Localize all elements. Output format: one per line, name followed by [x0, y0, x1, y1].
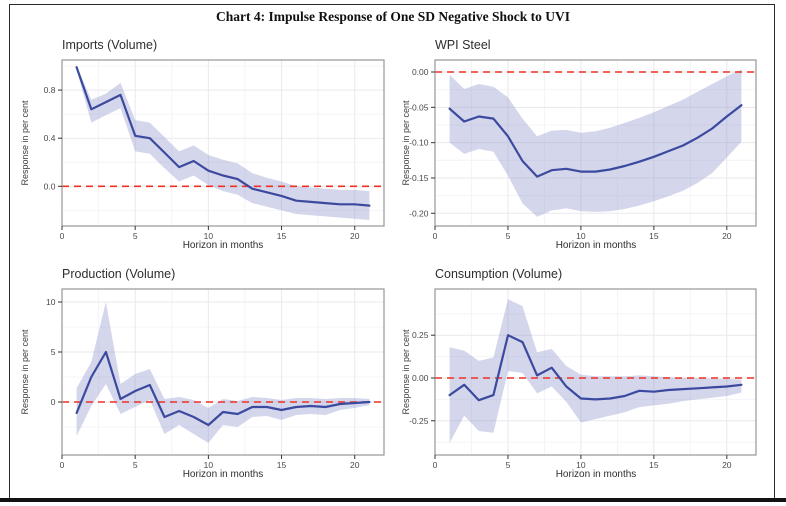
x-tick-label: 5 — [133, 231, 138, 241]
y-tick-label: 0.00 — [412, 67, 429, 77]
x-tick-label: 0 — [60, 460, 65, 470]
panel-wpi-steel: 0 5 10 15 20 0.00 -0.05 -0.10 -0.15 -0.20 WPI Ste… — [400, 33, 775, 266]
chart-title: Chart 4: Impulse Response of One SD Nega… — [215, 9, 570, 24]
x-tick-label: 0 — [60, 231, 65, 241]
y-tick-label: 0.25 — [412, 330, 429, 340]
response-line — [75, 66, 371, 207]
x-tick-label: 15 — [277, 460, 287, 470]
y-tick-label: 5 — [51, 347, 56, 357]
figure-border — [9, 4, 775, 498]
panel-production-volume: 0 5 10 15 20 0 5 10 Production (Volume) Respons… — [18, 262, 393, 495]
confidence-band — [76, 66, 370, 220]
y-axis-label: Response in per cent — [401, 100, 411, 186]
x-tick-label: 20 — [350, 460, 360, 470]
confidence-band — [76, 302, 370, 443]
x-tick-label: 10 — [576, 231, 586, 241]
panel-title: Production (Volume) — [62, 267, 175, 281]
plot-area: 0 5 10 15 20 0 5 10 — [46, 288, 385, 470]
panel-consumption-volume: 0 5 10 15 20 0.25 0.00 -0.25 Consumption (Volum… — [400, 262, 775, 495]
plot-area: 0 5 10 15 20 0.25 0.00 -0.25 — [409, 288, 757, 470]
production-volume-chart: 0 5 10 15 20 0 5 10 Production (Volume) Respons… — [20, 267, 385, 480]
x-tick-label: 10 — [204, 231, 214, 241]
y-tick-label: -0.05 — [409, 102, 429, 112]
y-axis-label: Response in per cent — [401, 329, 411, 415]
y-axis-label: Response in per cent — [20, 329, 30, 415]
panel-frame — [61, 59, 385, 227]
x-tick-label: 0 — [433, 231, 438, 241]
y-tick-label: 0.00 — [412, 373, 429, 383]
y-tick-label: 0.4 — [44, 133, 56, 143]
x-axis-label: Horizon in months — [183, 469, 264, 480]
x-tick-label: 10 — [576, 460, 586, 470]
y-axis-label: Response in per cent — [20, 100, 30, 186]
x-tick-label: 15 — [277, 231, 287, 241]
bottom-rule — [0, 498, 786, 502]
x-tick-label: 15 — [649, 460, 659, 470]
plot-area: 0 5 10 15 20 0.0 0.4 0.8 — [44, 59, 385, 241]
x-axis-label: Horizon in months — [556, 469, 637, 480]
plot-area: 0 5 10 15 20 0.00 -0.05 -0.10 -0.15 -0.20 — [409, 59, 757, 241]
x-axis-label: Horizon in months — [183, 240, 264, 251]
y-tick-label: 0.0 — [44, 181, 56, 191]
y-tick-label: -0.10 — [409, 138, 429, 148]
x-tick-label: 15 — [649, 231, 659, 241]
y-tick-label: 0 — [51, 397, 56, 407]
panel-imports-volume: 0 5 10 15 20 0.0 0.4 0.8 Imports (Volume) Respo… — [18, 33, 393, 266]
x-tick-label: 5 — [506, 460, 511, 470]
y-tick-label: -0.25 — [409, 416, 429, 426]
x-tick-label: 20 — [722, 460, 732, 470]
imports-volume-chart: 0 5 10 15 20 0.0 0.4 0.8 Imports (Volume) Respo… — [20, 38, 385, 251]
panel-frame — [61, 288, 385, 456]
y-tick-label: 10 — [46, 297, 56, 307]
x-tick-label: 20 — [722, 231, 732, 241]
confidence-band — [449, 299, 742, 443]
y-tick-label: -0.20 — [409, 208, 429, 218]
x-tick-label: 10 — [204, 460, 214, 470]
panel-title: Consumption (Volume) — [435, 267, 562, 281]
panel-title: WPI Steel — [435, 38, 491, 52]
wpi-steel-chart: 0 5 10 15 20 0.00 -0.05 -0.10 -0.15 -0.20 WPI Ste… — [401, 38, 757, 251]
panel-frame — [434, 288, 757, 456]
x-tick-label: 20 — [350, 231, 360, 241]
y-tick-label: 0.8 — [44, 85, 56, 95]
confidence-band — [449, 69, 742, 217]
y-tick-label: -0.15 — [409, 173, 429, 183]
consumption-volume-chart: 0 5 10 15 20 0.25 0.00 -0.25 Consumption (Volum… — [401, 267, 757, 480]
panel-title: Imports (Volume) — [62, 38, 157, 52]
response-line — [75, 350, 371, 427]
x-tick-label: 0 — [433, 460, 438, 470]
response-line — [448, 334, 743, 402]
x-tick-label: 5 — [506, 231, 511, 241]
response-line — [448, 104, 743, 178]
x-axis-label: Horizon in months — [556, 240, 637, 251]
x-tick-label: 5 — [133, 460, 138, 470]
